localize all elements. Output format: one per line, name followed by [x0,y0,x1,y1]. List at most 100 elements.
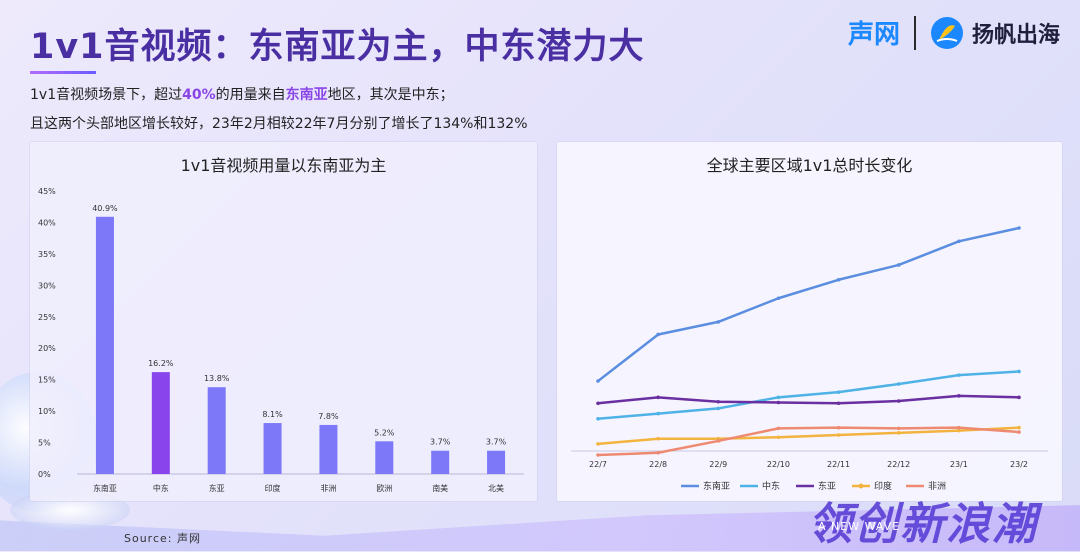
data-label: 3.7% [430,438,451,447]
line-chart: 22/7 22/8 22/9 22/10 22/11 22/12 23/1 23/2 东南亚 中东… [571,226,1048,492]
x-tick-label: 北美 [488,483,504,493]
data-point [776,400,781,405]
x-tick-label: 印度 [265,483,281,493]
series-line [596,426,1021,457]
x-tick-label: 东南亚 [93,483,117,493]
y-tick-label: 35% [38,250,56,259]
data-point [716,320,721,324]
data-label: 8.1% [262,410,283,419]
legend-label: 非洲 [928,480,946,492]
data-label: 3.7% [486,438,507,447]
data-point [656,450,660,455]
y-tick-label: 30% [38,281,56,290]
source-note: Source: 声网 [124,532,201,545]
summary-line-2: 且这两个头部地区增长较好，23年2月相较22年7月分别了增长了134%和132% [30,116,528,132]
x-tick-label: 22/8 [649,460,667,469]
data-point [836,401,841,406]
bar [487,450,506,474]
data-point [957,239,961,244]
summary-line-1: 1v1音视频场景下，超过40%的用量来自东南亚地区，其次是中东； [30,84,454,104]
bar [207,387,226,474]
summary-text: 的用量来自 [215,87,286,103]
data-point [836,390,841,394]
y-tick-label: 45% [38,187,56,196]
y-tick-label: 25% [38,313,56,322]
brand-bar: 声网 扬帆出海 [848,14,1060,51]
legend-label: 东南亚 [703,480,730,492]
line-chart-title: 全球主要区域1v1总时长变化 [706,156,913,175]
line-chart-panel: 全球主要区域1v1总时长变化 22/7 22/8 22/9 22/10 22/11 22/… [557,142,1062,501]
data-point [1017,430,1021,434]
summary-highlight-percent: 40% [182,87,216,103]
summary-text: 1v1音视频场景下，超过 [30,87,183,103]
data-point [596,401,600,406]
data-point [776,426,781,431]
sail-icon [930,16,963,49]
x-tick-label: 22/9 [709,460,727,469]
watermark-text: 领创新浪潮 [808,499,1038,550]
data-point [656,436,660,441]
y-tick-label: 0% [38,470,51,479]
x-tick-label: 22/12 [887,460,910,469]
yangfan-logo-text: 扬帆出海 [971,22,1060,48]
summary-text: 地区，其次是中东； [327,87,454,103]
x-tick-label: 中东 [153,483,169,493]
data-label: 7.8% [318,412,339,421]
data-point [656,332,660,337]
data-point [596,379,600,383]
data-point [896,431,901,435]
series-line [596,370,1021,421]
x-tick-label: 22/7 [589,460,607,469]
bar [95,216,114,474]
data-label: 40.9% [92,204,118,213]
data-point [836,277,841,282]
data-point [896,382,901,386]
series-line [596,426,1021,446]
data-label: 13.8% [204,374,230,383]
summary-highlight-region: 东南亚 [285,87,328,103]
x-tick-label: 22/10 [767,460,790,469]
x-tick-label: 23/2 [1010,460,1028,469]
x-tick-label: 非洲 [320,483,336,493]
y-tick-label: 10% [38,407,56,416]
legend-label: 中东 [762,480,780,492]
legend-marker [858,483,864,489]
data-point [1017,425,1021,430]
data-point [776,296,781,301]
data-point [896,263,901,267]
data-point [776,395,781,400]
bar [431,450,450,474]
x-tick-label: 22/11 [827,460,850,469]
title-underline [30,71,96,74]
y-tick-label: 20% [38,344,56,353]
x-tick-label: 欧洲 [376,483,392,493]
data-point [596,416,600,421]
data-point [896,426,901,431]
x-tick-label: 东亚 [209,483,225,493]
data-point [836,425,841,430]
data-point [836,433,841,437]
data-point [1017,226,1021,230]
yangfan-logo: 扬帆出海 [930,16,1060,50]
brand-divider [913,15,916,50]
series-line [596,394,1021,405]
watermark-subtext: A NEW WAVE [818,520,901,533]
bar [375,441,394,474]
y-tick-label: 40% [38,218,56,227]
data-point [596,453,600,457]
data-point [596,442,600,446]
data-label: 5.2% [374,428,395,437]
y-tick-label: 5% [38,439,51,448]
data-point [656,395,660,400]
data-label: 16.2% [148,359,174,368]
data-point [716,439,721,443]
bar [319,424,338,474]
bar-chart-panel: 1v1音视频用量以东南亚为主 0% 5% 10% 15% 20% 25% 30% 35% 40%… [30,142,537,501]
agora-logo: 声网 [847,20,900,50]
data-point [957,373,961,377]
data-point [716,406,721,411]
bar [263,423,282,474]
series-line [596,226,1021,383]
data-point [896,399,901,403]
data-point [957,428,961,433]
